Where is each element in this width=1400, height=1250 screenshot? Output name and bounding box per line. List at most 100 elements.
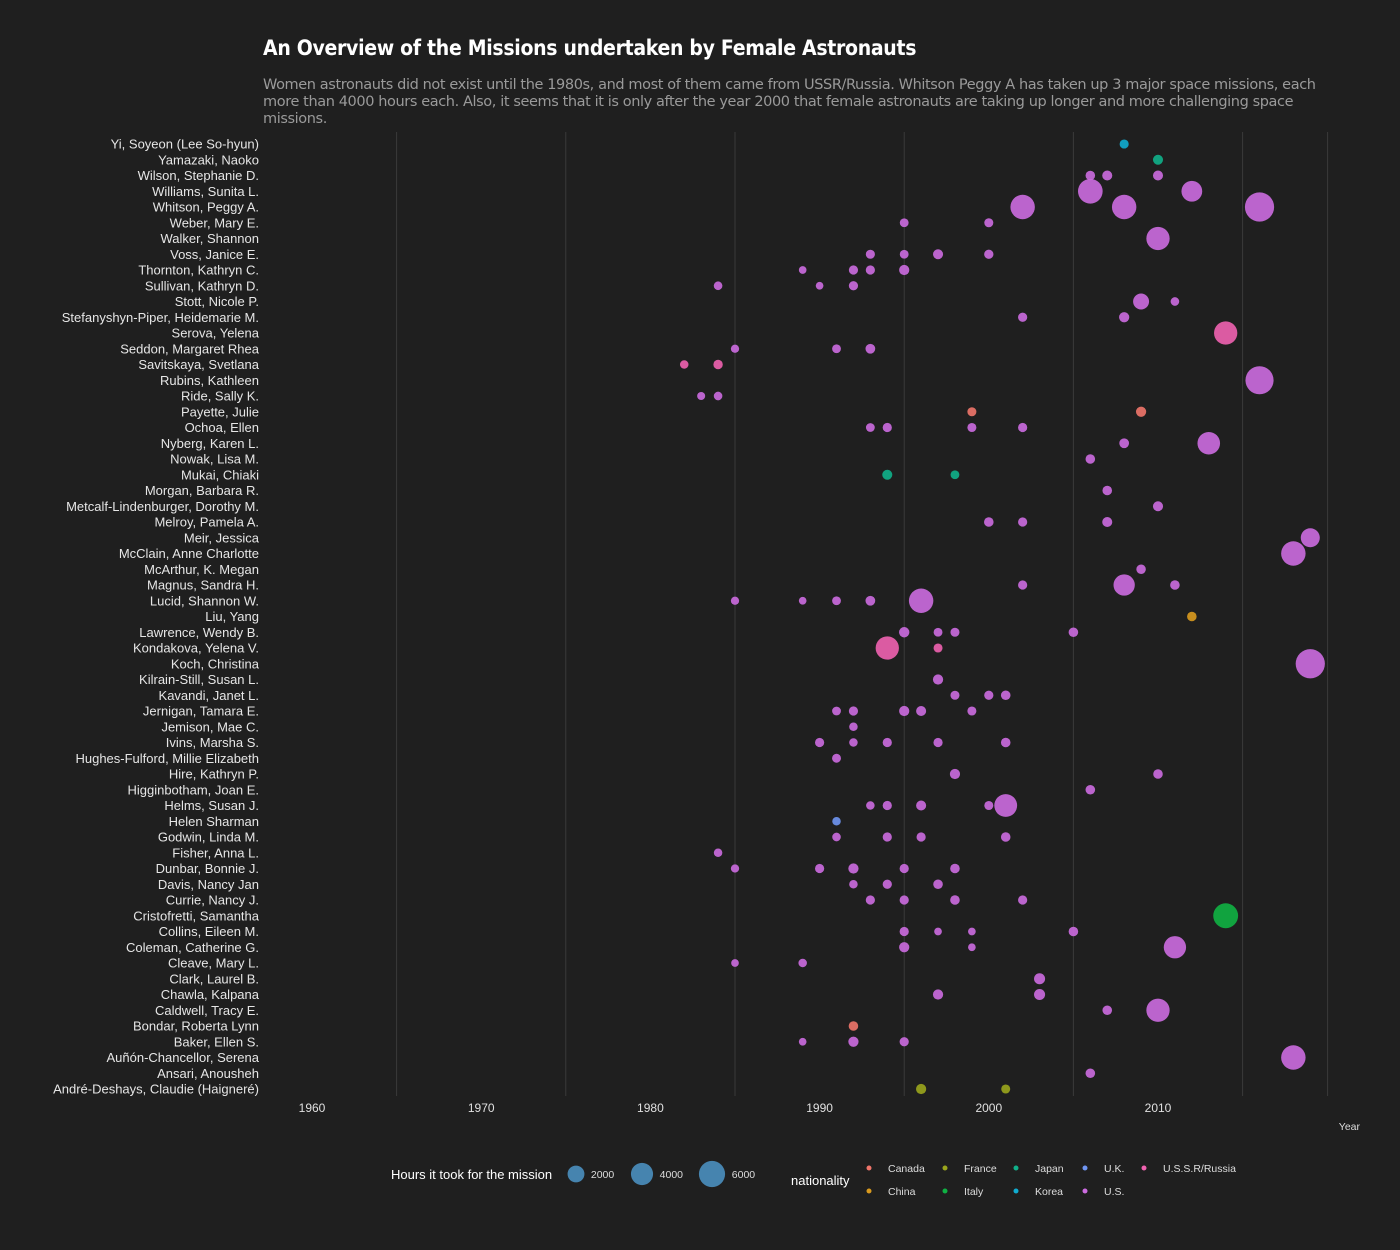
y-tick-label: Magnus, Sandra H.: [147, 578, 259, 593]
mission-point: [932, 989, 944, 1000]
mission-point: [1085, 454, 1096, 464]
mission-point: [731, 959, 739, 967]
mission-point: [832, 816, 841, 826]
mission-point: [1119, 139, 1129, 149]
mission-point: [848, 706, 859, 716]
chart-subtitle: Women astronauts did not exist until the…: [263, 77, 1316, 127]
mission-point: [1000, 832, 1011, 842]
mission-point: [866, 801, 875, 810]
y-tick-label: Nyberg, Karen L.: [161, 436, 259, 451]
color-legend-key: [1013, 1188, 1019, 1194]
y-tick-label: Thornton, Kathryn C.: [138, 263, 259, 278]
mission-point: [984, 249, 994, 259]
mission-point: [984, 690, 994, 700]
y-axis-labels: Yi, Soyeon (Lee So-hyun)Yamazaki, NaokoW…: [53, 137, 260, 1097]
mission-point: [984, 800, 994, 811]
mission-point: [1085, 1068, 1096, 1079]
mission-point: [730, 344, 740, 353]
mission-point: [848, 265, 859, 275]
mission-point: [899, 1037, 909, 1047]
mission-point: [950, 627, 960, 637]
y-tick-label: Kondakova, Yelena V.: [133, 641, 259, 656]
mission-point: [848, 1036, 859, 1047]
mission-point: [1018, 517, 1028, 527]
mission-point: [1018, 895, 1028, 905]
size-legend-key: [630, 1162, 654, 1186]
mission-point: [899, 249, 909, 259]
mission-point: [1034, 973, 1046, 985]
mission-point: [1136, 564, 1146, 574]
mission-point: [984, 218, 994, 228]
y-tick-label: Hire, Kathryn P.: [169, 767, 259, 782]
y-tick-label: Nowak, Lisa M.: [170, 452, 259, 467]
mission-point: [1152, 154, 1164, 165]
mission-point: [949, 768, 961, 780]
mission-point: [1111, 194, 1137, 220]
mission-point: [1197, 431, 1221, 455]
mission-point: [916, 800, 927, 811]
mission-point: [730, 596, 740, 605]
mission-point: [899, 942, 910, 953]
color-legend-label: Canada: [888, 1163, 925, 1175]
y-tick-label: Ivins, Marsha S.: [166, 735, 259, 750]
mission-point: [933, 879, 943, 890]
mission-point: [875, 636, 899, 660]
y-tick-label: Melroy, Pamela A.: [154, 515, 259, 530]
y-tick-label: Serova, Yelena: [172, 326, 260, 341]
y-tick-label: Chawla, Kalpana: [161, 987, 260, 1002]
mission-point: [967, 422, 977, 433]
y-tick-label: Weber, Mary E.: [170, 215, 259, 230]
mission-point: [916, 832, 926, 842]
y-tick-label: André-Deshays, Claudie (Haigneré): [53, 1082, 259, 1097]
color-legend-key: [1082, 1165, 1088, 1171]
mission-point: [865, 595, 876, 606]
size-legend-key: [698, 1160, 726, 1188]
y-tick-label: Clark, Laurel B.: [169, 971, 259, 986]
mission-point: [832, 706, 841, 716]
mission-point: [865, 423, 875, 432]
mission-point: [882, 422, 892, 433]
y-tick-label: Currie, Nancy J.: [166, 893, 259, 908]
x-tick-label: 2000: [975, 1101, 1002, 1115]
mission-point: [916, 1083, 927, 1095]
mission-point: [1146, 998, 1170, 1022]
mission-point: [865, 265, 875, 275]
mission-point: [849, 738, 858, 747]
mission-point: [967, 706, 977, 716]
mission-point: [1000, 690, 1011, 701]
mission-point: [899, 627, 910, 638]
mission-point: [832, 753, 841, 763]
mission-point: [865, 895, 875, 905]
legend: 2000 4000 6000 Canada China France Italy Japan K…: [567, 1160, 1236, 1198]
mission-point: [933, 737, 943, 748]
y-tick-label: Payette, Julie: [181, 404, 259, 419]
mission-point: [908, 588, 934, 613]
y-tick-label: Fisher, Anna L.: [172, 845, 259, 860]
mission-point: [1214, 321, 1238, 345]
y-tick-label: Metcalf-Lindenburger, Dorothy M.: [66, 499, 259, 514]
mission-point: [713, 391, 723, 401]
mission-point: [1018, 422, 1028, 433]
color-legend-label: U.S.: [1104, 1186, 1124, 1198]
mission-point: [848, 1021, 859, 1031]
color-legend-key: [1141, 1165, 1147, 1171]
color-legend-label: U.S.S.R/Russia: [1163, 1163, 1236, 1175]
mission-point: [916, 705, 927, 717]
x-tick-label: 1990: [806, 1101, 833, 1115]
y-tick-label: Helms, Susan J.: [164, 798, 259, 813]
mission-point: [1213, 903, 1239, 929]
color-legend-key: [866, 1188, 872, 1194]
color-legend-label: Korea: [1035, 1186, 1063, 1198]
mission-point: [1102, 485, 1113, 496]
color-legend-label: Italy: [964, 1186, 984, 1198]
mission-point: [968, 943, 976, 952]
y-tick-label: Davis, Nancy Jan: [158, 877, 259, 892]
color-legend-label: U.K.: [1104, 1163, 1124, 1175]
mission-point: [899, 895, 909, 905]
mission-point: [1119, 438, 1130, 449]
y-tick-label: Stott, Nicole P.: [175, 294, 259, 309]
y-tick-label: Yamazaki, Naoko: [158, 152, 259, 167]
mission-point: [713, 359, 723, 370]
mission-point: [713, 281, 723, 291]
